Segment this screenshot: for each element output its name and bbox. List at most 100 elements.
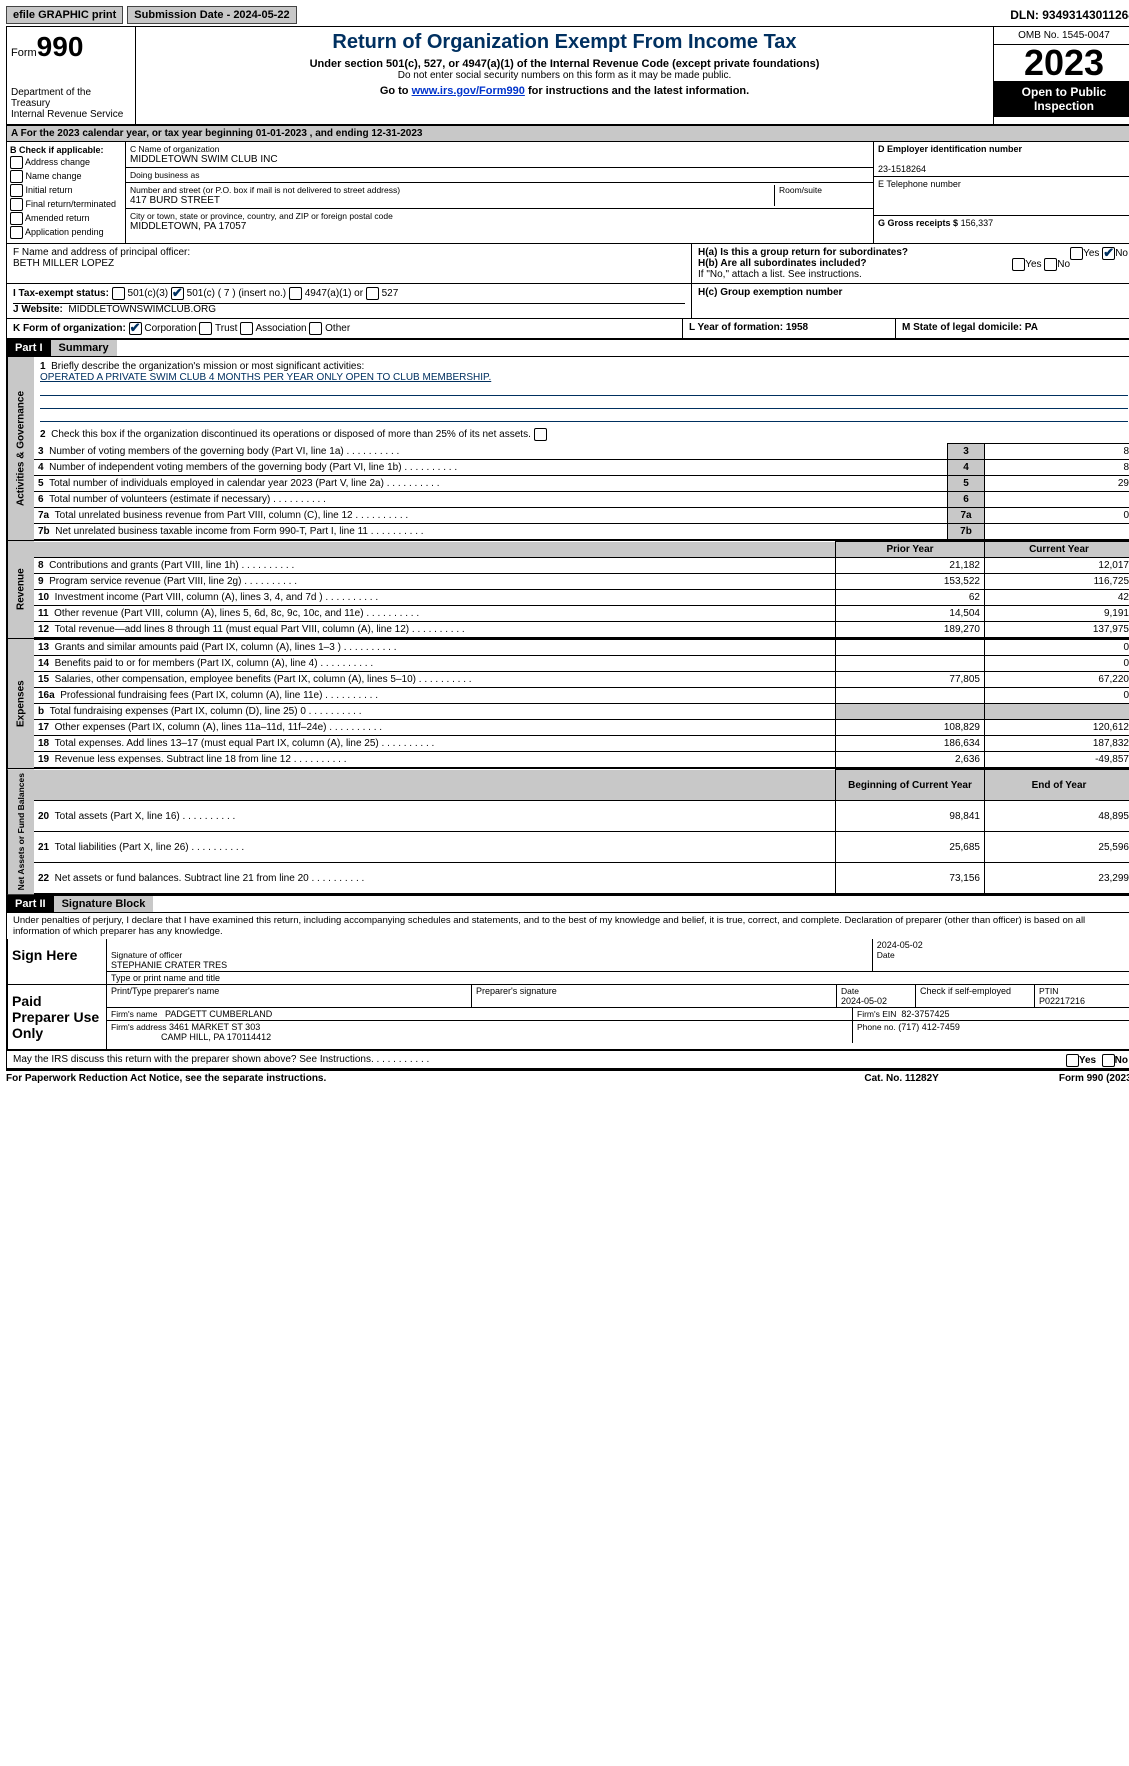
street-val: 417 BURD STREET (130, 195, 220, 206)
form-title: Return of Organization Exempt From Incom… (140, 31, 989, 54)
line-j: J Website: MIDDLETOWNSWIMCLUB.ORG (13, 304, 685, 315)
chk-501c3[interactable] (112, 287, 125, 300)
chk-4947[interactable] (289, 287, 302, 300)
table-row: 13 Grants and similar amounts paid (Part… (34, 640, 1129, 656)
line-k: K Form of organization: Corporation Trus… (7, 319, 683, 338)
e-lbl: E Telephone number (878, 179, 961, 189)
chk-discontinued[interactable] (534, 428, 547, 441)
discuss-yes[interactable] (1066, 1054, 1079, 1067)
chk-name-change[interactable]: Name change (10, 170, 122, 183)
tax-year: 2023 (994, 45, 1129, 81)
row-klm: K Form of organization: Corporation Trus… (7, 319, 1129, 340)
section-b: B Check if applicable: Address change Na… (7, 142, 126, 243)
street-lbl: Number and street (or P.O. box if mail i… (130, 185, 400, 195)
table-row: 20 Total assets (Part X, line 16)98,8414… (34, 801, 1129, 832)
rev-section: Revenue Prior YearCurrent Year8 Contribu… (7, 541, 1129, 639)
public-inspection: Open to Public Inspection (994, 81, 1129, 117)
perjury-declaration: Under penalties of perjury, I declare th… (7, 913, 1129, 939)
chk-assoc[interactable] (240, 322, 253, 335)
dept-treasury: Department of the Treasury (11, 87, 131, 109)
table-row: 14 Benefits paid to or for members (Part… (34, 656, 1129, 672)
paid-preparer-label: Paid Preparer Use Only (8, 985, 107, 1049)
city-lbl: City or town, state or province, country… (130, 211, 393, 221)
chk-corp[interactable] (129, 322, 142, 335)
table-row: 6 Total number of volunteers (estimate i… (34, 492, 1129, 508)
page-footer: For Paperwork Reduction Act Notice, see … (6, 1069, 1129, 1086)
dba-lbl: Doing business as (130, 170, 199, 180)
b-title: B Check if applicable: (10, 145, 104, 155)
chk-address-change[interactable]: Address change (10, 156, 122, 169)
g-lbl: G Gross receipts $ (878, 218, 958, 228)
line-i: I Tax-exempt status: 501(c)(3) 501(c) ( … (13, 287, 685, 304)
room-lbl: Room/suite (779, 185, 822, 195)
table-row: 8 Contributions and grants (Part VIII, l… (34, 558, 1129, 574)
table-row: 7b Net unrelated business taxable income… (34, 524, 1129, 540)
table-row: 15 Salaries, other compensation, employe… (34, 672, 1129, 688)
block-fh: F Name and address of principal officer:… (7, 244, 1129, 284)
form-number: Form990 (11, 31, 131, 63)
efile-button[interactable]: efile GRAPHIC print (6, 6, 123, 24)
form-header: Form990 Department of the Treasury Inter… (7, 27, 1129, 126)
discuss-line: May the IRS discuss this return with the… (7, 1050, 1129, 1068)
signature-block: Sign Here Signature of officerSTEPHANIE … (7, 939, 1129, 1050)
part2-header: Part IISignature Block (7, 896, 1129, 913)
line-1: 1 Briefly describe the organization's mi… (34, 357, 1129, 426)
line-m: M State of legal domicile: PA (896, 319, 1129, 338)
line-2: 2 Check this box if the organization dis… (34, 426, 1129, 443)
ein-val: 23-1518264 (878, 164, 926, 174)
table-row: 19 Revenue less expenses. Subtract line … (34, 752, 1129, 768)
chk-final-return[interactable]: Final return/terminated (10, 198, 122, 211)
mission-text: OPERATED A PRIVATE SWIM CLUB 4 MONTHS PE… (40, 372, 491, 383)
exp-table: 13 Grants and similar amounts paid (Part… (34, 639, 1129, 768)
net-section: Net Assets or Fund Balances Beginning of… (7, 769, 1129, 896)
table-row: 10 Investment income (Part VIII, column … (34, 590, 1129, 606)
side-expenses: Expenses (7, 639, 34, 768)
chk-initial-return[interactable]: Initial return (10, 184, 122, 197)
chk-application-pending[interactable]: Application pending (10, 226, 122, 239)
discuss-no[interactable] (1102, 1054, 1115, 1067)
irs-link[interactable]: www.irs.gov/Form990 (412, 85, 525, 97)
table-row: 17 Other expenses (Part IX, column (A), … (34, 720, 1129, 736)
form-subtitle: Under section 501(c), 527, or 4947(a)(1)… (140, 58, 989, 70)
sign-here-label: Sign Here (8, 939, 107, 984)
exp-section: Expenses 13 Grants and similar amounts p… (7, 639, 1129, 769)
c-name-lbl: C Name of organization (130, 144, 219, 154)
table-row: 7a Total unrelated business revenue from… (34, 508, 1129, 524)
form-container: Form990 Department of the Treasury Inter… (6, 26, 1129, 1069)
dept-irs: Internal Revenue Service (11, 109, 131, 120)
block-bcdefg: B Check if applicable: Address change Na… (7, 142, 1129, 244)
side-governance: Activities & Governance (7, 357, 34, 540)
table-row: 11 Other revenue (Part VIII, column (A),… (34, 606, 1129, 622)
table-row: 22 Net assets or fund balances. Subtract… (34, 863, 1129, 894)
table-row: 4 Number of independent voting members o… (34, 460, 1129, 476)
d-lbl: D Employer identification number (878, 144, 1022, 154)
side-revenue: Revenue (7, 541, 34, 638)
line-a-tax-year: A For the 2023 calendar year, or tax yea… (7, 126, 1129, 142)
side-netassets: Net Assets or Fund Balances (7, 769, 34, 894)
gross-receipts: 156,337 (961, 218, 994, 228)
section-c: C Name of organizationMIDDLETOWN SWIM CL… (126, 142, 873, 243)
f-lbl: F Name and address of principal officer: (13, 247, 190, 258)
gov-table: 3 Number of voting members of the govern… (34, 443, 1129, 540)
chk-501c[interactable] (171, 287, 184, 300)
chk-other[interactable] (309, 322, 322, 335)
table-row: 3 Number of voting members of the govern… (34, 444, 1129, 460)
net-table: Beginning of Current YearEnd of Year20 T… (34, 769, 1129, 894)
hc-line: H(c) Group exemption number (692, 284, 1129, 318)
submission-date-button[interactable]: Submission Date - 2024-05-22 (127, 6, 296, 24)
table-row: 16a Professional fundraising fees (Part … (34, 688, 1129, 704)
chk-trust[interactable] (199, 322, 212, 335)
table-row: 21 Total liabilities (Part X, line 26)25… (34, 832, 1129, 863)
hb-line: H(b) Are all subordinates included? Yes … (698, 258, 1128, 269)
table-row: 18 Total expenses. Add lines 13–17 (must… (34, 736, 1129, 752)
table-row: 9 Program service revenue (Part VIII, li… (34, 574, 1129, 590)
ssn-warning: Do not enter social security numbers on … (140, 70, 989, 81)
chk-amended-return[interactable]: Amended return (10, 212, 122, 225)
top-toolbar: efile GRAPHIC print Submission Date - 20… (6, 6, 1129, 24)
chk-527[interactable] (366, 287, 379, 300)
gov-section: Activities & Governance 1 Briefly descri… (7, 357, 1129, 541)
part1-header: Part ISummary (7, 340, 1129, 357)
section-deg: D Employer identification number 23-15182… (873, 142, 1129, 243)
dln-label: DLN: 93493143011264 (1010, 8, 1129, 22)
rev-table: Prior YearCurrent Year8 Contributions an… (34, 541, 1129, 638)
